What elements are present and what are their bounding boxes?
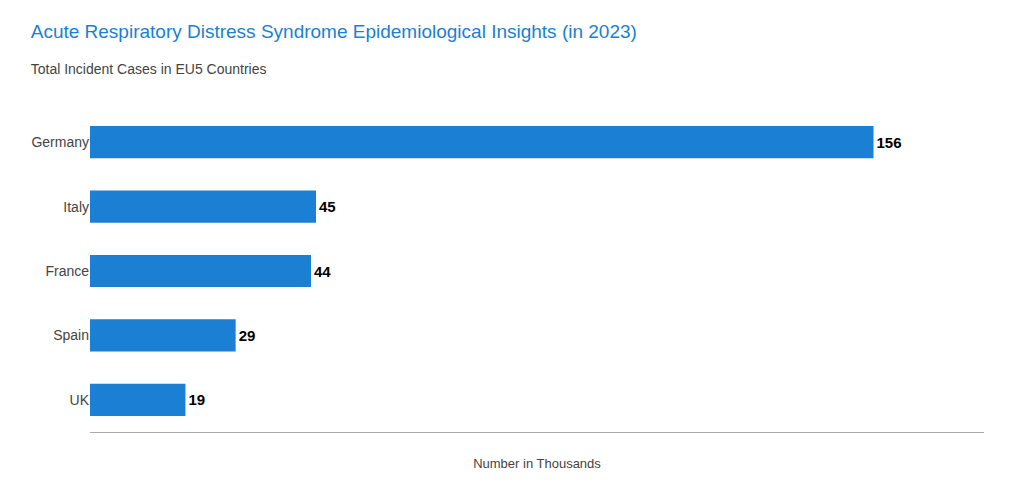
svg-text:UK: UK — [70, 392, 90, 408]
svg-text:45: 45 — [319, 198, 336, 215]
svg-text:44: 44 — [314, 263, 331, 280]
svg-text:Number in Thousands: Number in Thousands — [473, 456, 601, 471]
svg-text:France: France — [45, 263, 89, 279]
svg-text:Total Incident Cases in EU5 Co: Total Incident Cases in EU5 Countries — [31, 61, 267, 77]
svg-text:Spain: Spain — [53, 327, 89, 343]
svg-text:19: 19 — [188, 391, 205, 408]
svg-text:156: 156 — [877, 134, 902, 151]
svg-text:Acute Respiratory Distress Syn: Acute Respiratory Distress Syndrome Epid… — [31, 21, 637, 42]
svg-text:29: 29 — [239, 327, 256, 344]
svg-text:Germany: Germany — [31, 134, 89, 150]
svg-text:Italy: Italy — [63, 199, 89, 215]
